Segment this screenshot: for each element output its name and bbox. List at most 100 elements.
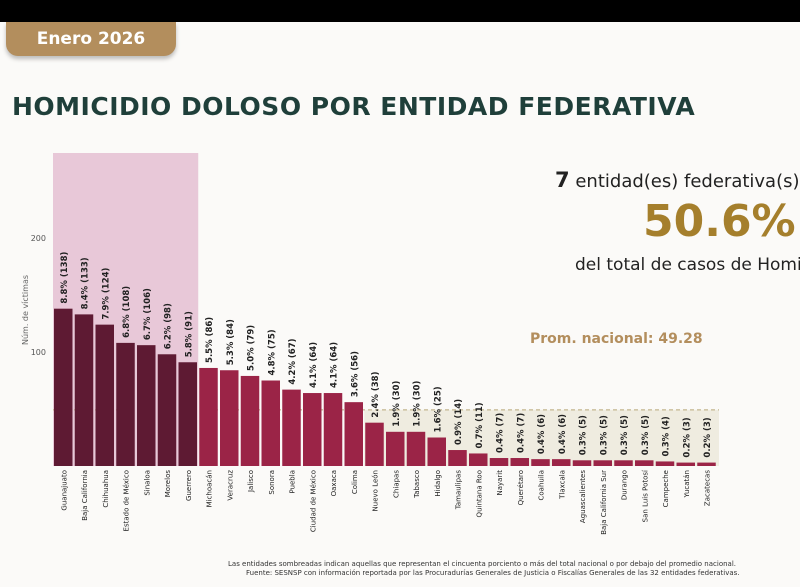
data-label: 0.3% (5) (641, 415, 651, 455)
x-tick-label: Ciudad de México (309, 470, 317, 532)
bar (199, 367, 218, 466)
x-tick-label: Oaxaca (330, 470, 338, 496)
data-label: 5.5% (86) (205, 317, 215, 363)
bar (406, 431, 426, 466)
bar (572, 460, 592, 466)
page-title: HOMICIDIO DOLOSO POR ENTIDAD FEDERATIVA (12, 92, 696, 121)
data-label: 8.4% (133) (81, 257, 91, 309)
x-tick-label: Tlaxcala (558, 470, 566, 500)
data-label: 6.7% (106) (143, 288, 153, 340)
data-label: 2.4% (38) (371, 371, 381, 417)
data-label: 4.1% (64) (309, 342, 319, 388)
x-tick-label: Baja California Sur (600, 470, 608, 535)
x-tick-label: Morelos (164, 470, 172, 498)
data-label: 0.3% (4) (662, 416, 672, 456)
entities-count: 7 entidad(es) federativa(s) (555, 168, 800, 192)
data-label: 0.4% (6) (558, 414, 568, 454)
data-label: 0.4% (6) (537, 414, 547, 454)
x-tick-label: Michoacán (206, 470, 214, 507)
data-label: 5.8% (91) (184, 311, 194, 357)
data-label: 0.7% (11) (475, 402, 485, 448)
x-tick-label: Guanajuato (60, 470, 68, 511)
bar (386, 431, 405, 466)
data-label: 0.2% (3) (703, 417, 713, 457)
data-label: 0.4% (7) (516, 413, 526, 453)
count-text: entidad(es) federativa(s) (575, 171, 800, 192)
bar (303, 393, 322, 466)
count-number: 7 (555, 168, 570, 192)
x-tick-label: Zacatecas (704, 470, 712, 506)
bar (95, 324, 114, 466)
x-tick-label: Tabasco (413, 470, 421, 499)
y-tick-label: 100 (31, 348, 46, 357)
bar (448, 450, 467, 466)
bar (344, 402, 363, 466)
period-badge: Enero 2026 (6, 22, 176, 56)
x-tick-label: Veracruz (226, 470, 234, 501)
x-tick-label: Sinaloa (143, 470, 151, 496)
bar (74, 314, 94, 466)
bar (427, 437, 446, 466)
bar (469, 453, 488, 466)
bar (676, 462, 695, 466)
data-label: 3.6% (56) (350, 351, 360, 397)
bar (178, 362, 197, 466)
bar (593, 460, 612, 466)
bar (697, 462, 716, 466)
x-tick-label: Durango (621, 470, 629, 500)
data-label: 4.1% (64) (330, 342, 340, 388)
data-label: 0.4% (7) (496, 413, 506, 453)
bar (54, 308, 73, 466)
data-label: 8.8% (138) (60, 252, 70, 304)
data-label: 0.3% (5) (620, 415, 630, 455)
data-label: 5.0% (79) (247, 325, 257, 371)
bar (261, 380, 280, 466)
bar (655, 461, 675, 466)
data-label: 4.2% (67) (288, 338, 298, 384)
source-note: Fuente: SESNSP con información reportada… (246, 569, 740, 577)
total-text: del total de casos de Homi (575, 255, 800, 275)
x-tick-label: Jalisco (247, 470, 255, 493)
data-label: 4.8% (75) (267, 329, 277, 375)
bar (116, 342, 135, 466)
x-tick-label: San Luis Potosí (641, 469, 649, 522)
data-label: 0.9% (14) (454, 399, 464, 445)
bar (282, 389, 301, 466)
bar (323, 393, 343, 466)
x-tick-label: Quintana Roo (475, 470, 483, 517)
y-axis-label: Núm. de víctimas (21, 275, 30, 345)
bar (157, 354, 177, 466)
bar (489, 458, 509, 466)
data-label: 0.3% (5) (599, 415, 609, 455)
x-tick-label: Guerrero (185, 470, 193, 501)
bar (365, 422, 384, 466)
data-label: 1.9% (30) (413, 381, 423, 427)
data-label: 1.9% (30) (392, 381, 402, 427)
x-tick-label: Nayarit (496, 470, 504, 496)
x-tick-label: Nuevo León (372, 470, 380, 511)
bar (137, 345, 156, 466)
x-tick-label: Yucatán (683, 470, 691, 499)
data-label: 5.3% (84) (226, 319, 236, 365)
bar (635, 460, 654, 466)
x-tick-label: Aguascalientes (579, 470, 587, 523)
top-bar (0, 0, 800, 22)
y-tick-label: 200 (31, 234, 46, 243)
average-label: Prom. nacional: 49.28 (530, 331, 703, 347)
x-tick-label: Querétaro (517, 470, 525, 505)
x-tick-label: Coahuila (538, 470, 546, 501)
data-label: 6.2% (98) (164, 303, 174, 349)
percent-value: 50.6% (643, 196, 796, 247)
data-label: 0.2% (3) (682, 417, 692, 457)
x-tick-label: Puebla (289, 470, 297, 494)
bar (240, 375, 260, 466)
data-label: 1.6% (25) (433, 386, 443, 432)
footnote: Las entidades sombreadas indican aquella… (228, 560, 736, 568)
data-label: 7.9% (124) (101, 267, 111, 319)
x-tick-label: Baja California (81, 470, 89, 521)
bar (220, 370, 239, 466)
bar (531, 459, 550, 466)
data-label: 0.3% (5) (579, 415, 589, 455)
x-tick-label: Colima (351, 470, 359, 494)
